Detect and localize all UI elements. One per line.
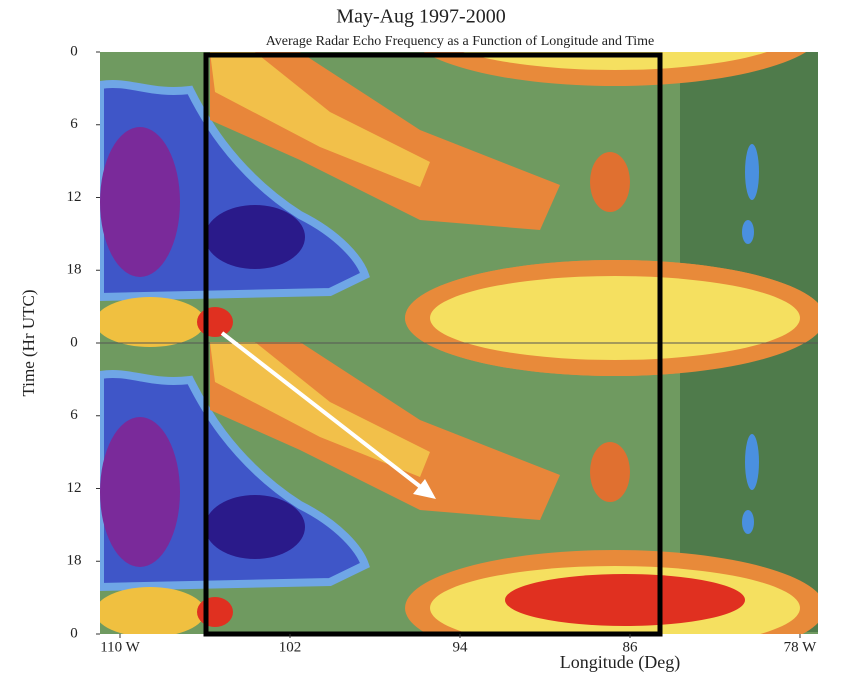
y-tick-label: 0 [70, 625, 78, 641]
x-tick-label: 94 [453, 639, 469, 655]
y-tick-label: 6 [70, 407, 78, 423]
y-tick-label: 6 [70, 116, 78, 132]
x-axis-label: Longitude (Deg) [560, 652, 680, 673]
chart-title: May-Aug 1997-2000 [336, 6, 505, 28]
x-tick-label: 102 [279, 639, 302, 655]
contour-field [100, 52, 818, 634]
y-tick-label: 0 [70, 334, 78, 350]
x-tick-label: 78 W [784, 639, 817, 655]
y-tick-label: 0 [70, 43, 78, 59]
y-tick-label: 18 [67, 553, 82, 569]
x-tick-label: 86 [623, 639, 639, 655]
y-tick-label: 18 [67, 262, 82, 278]
y-axis-label: Time (Hr UTC) [19, 289, 38, 396]
propagation-arrow [220, 331, 436, 499]
y-tick-label: 12 [67, 189, 82, 205]
chart-subtitle: Average Radar Echo Frequency as a Functi… [266, 34, 655, 49]
x-tick-label: 110 W [100, 639, 140, 655]
highlight-box [203, 52, 663, 637]
y-tick-label: 12 [67, 480, 82, 496]
